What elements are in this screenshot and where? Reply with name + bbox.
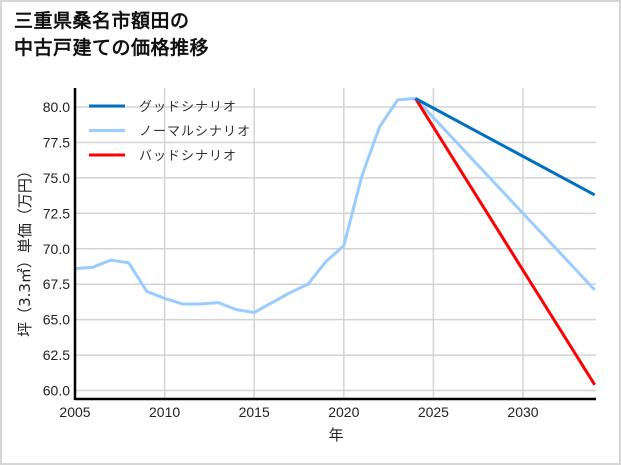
y-tick-label: 67.5 bbox=[43, 276, 70, 292]
y-tick-label: 60.0 bbox=[43, 383, 70, 399]
series-line-0 bbox=[414, 97, 596, 197]
y-tick-label: 62.5 bbox=[43, 347, 70, 363]
y-tick-label: 70.0 bbox=[43, 241, 70, 257]
chart-title: 三重県桑名市額田の 中古戸建ての価格推移 bbox=[14, 8, 209, 62]
data-series bbox=[75, 97, 596, 386]
series-line-2 bbox=[414, 97, 596, 386]
legend-label: グッドシナリオ bbox=[139, 100, 237, 115]
x-tick-label: 2025 bbox=[418, 404, 449, 420]
y-tick-label: 75.0 bbox=[43, 170, 70, 186]
y-tick-label: 80.0 bbox=[43, 99, 70, 115]
y-tick-label: 65.0 bbox=[43, 312, 70, 328]
legend-label: バッドシナリオ bbox=[139, 149, 237, 164]
series-line-1 bbox=[75, 97, 596, 314]
x-tick-label: 2015 bbox=[239, 404, 270, 420]
chart-title-line2: 中古戸建ての価格推移 bbox=[14, 37, 210, 59]
chart-title-line1: 三重県桑名市額田の bbox=[14, 10, 190, 32]
x-tick-label: 2005 bbox=[59, 404, 90, 420]
x-tick-label: 2030 bbox=[507, 404, 538, 420]
axes: 2005 2010 2015 2020 2025 2030 60.0 62.5 65.0 67.5… bbox=[43, 88, 596, 420]
y-axis-label: 坪（3.3㎡）単価（万円） bbox=[16, 163, 34, 337]
legend-label: ノーマルシナリオ bbox=[139, 125, 251, 140]
x-axis-label: 年 bbox=[328, 426, 343, 444]
y-tick-label: 77.5 bbox=[43, 134, 70, 150]
x-tick-label: 2020 bbox=[328, 404, 359, 420]
x-tick-label: 2010 bbox=[149, 404, 180, 420]
y-tick-label: 72.5 bbox=[43, 205, 70, 221]
